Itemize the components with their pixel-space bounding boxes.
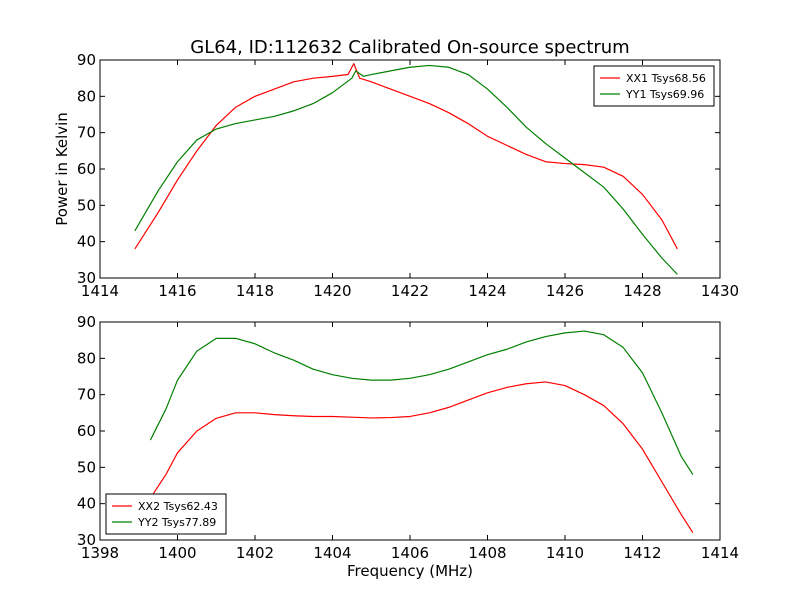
y-tick-label: 40 [77, 495, 96, 513]
y-tick-label: 80 [77, 87, 96, 105]
y-tick-label: 30 [77, 269, 96, 287]
x-tick-label: 1420 [313, 282, 351, 300]
x-tick-label: 1404 [313, 544, 351, 562]
y-tick-label: 90 [77, 51, 96, 69]
x-tick-label: 1416 [158, 282, 196, 300]
x-tick-label: 1412 [623, 544, 661, 562]
y-tick-label: 30 [77, 531, 96, 549]
x-tick-label: 1408 [468, 544, 506, 562]
y-tick-label: 70 [77, 124, 96, 142]
y-tick-label: 60 [77, 422, 96, 440]
y-tick-label: 40 [77, 233, 96, 251]
x-tick-label: 1410 [546, 544, 584, 562]
top-panel-ylabel: Power in Kelvin [53, 112, 71, 226]
x-tick-label: 1418 [236, 282, 274, 300]
top-panel-legend: XX1 Tsys68.56 YY1 Tsys69.96 [593, 65, 715, 107]
y-tick-label: 50 [77, 458, 96, 476]
legend-label: YY1 Tsys69.96 [625, 88, 704, 101]
legend-label: YY2 Tsys77.89 [137, 516, 216, 529]
series-line-0 [134, 63, 678, 250]
series-line-1 [134, 64, 678, 275]
legend-label: XX2 Tsys62.43 [138, 500, 218, 513]
legend-label: XX1 Tsys68.56 [626, 72, 706, 85]
y-tick-label: 50 [77, 196, 96, 214]
x-tick-label: 1406 [391, 544, 429, 562]
x-tick-label: 1414 [81, 282, 119, 300]
x-tick-label: 1402 [236, 544, 274, 562]
x-tick-label: 1398 [81, 544, 119, 562]
series-line-1 [149, 330, 694, 475]
bottom-panel-series [149, 330, 694, 534]
top-panel-series [134, 63, 678, 275]
x-tick-label: 1422 [391, 282, 429, 300]
x-tick-label: 1430 [701, 282, 739, 300]
bottom-panel: 1398 1400 1402 1404 1406 1408 1410 1412 1414 30 40… [77, 313, 739, 580]
series-line-0 [149, 381, 694, 534]
top-panel: 1414 1416 1418 1420 1422 1424 1426 1428 1430 30 40… [53, 51, 739, 300]
bottom-panel-legend: XX2 Tsys62.43 YY2 Tsys77.89 [105, 493, 227, 535]
y-tick-label: 90 [77, 313, 96, 331]
x-tick-label: 1400 [158, 544, 196, 562]
x-tick-label: 1424 [468, 282, 506, 300]
x-tick-label: 1426 [546, 282, 584, 300]
y-tick-label: 60 [77, 160, 96, 178]
top-panel-ticks: 1414 1416 1418 1420 1422 1424 1426 1428 1430 30 40… [77, 51, 739, 300]
x-tick-label: 1428 [623, 282, 661, 300]
y-tick-label: 80 [77, 349, 96, 367]
x-tick-label: 1414 [701, 544, 739, 562]
chart-title: GL64, ID:112632 Calibrated On-source spe… [190, 37, 629, 58]
legend-box [105, 493, 227, 535]
bottom-panel-ticks: 1398 1400 1402 1404 1406 1408 1410 1412 1414 30 40… [77, 313, 739, 562]
bottom-panel-xlabel: Frequency (MHz) [347, 562, 473, 580]
legend-box [593, 65, 715, 107]
y-tick-label: 70 [77, 386, 96, 404]
